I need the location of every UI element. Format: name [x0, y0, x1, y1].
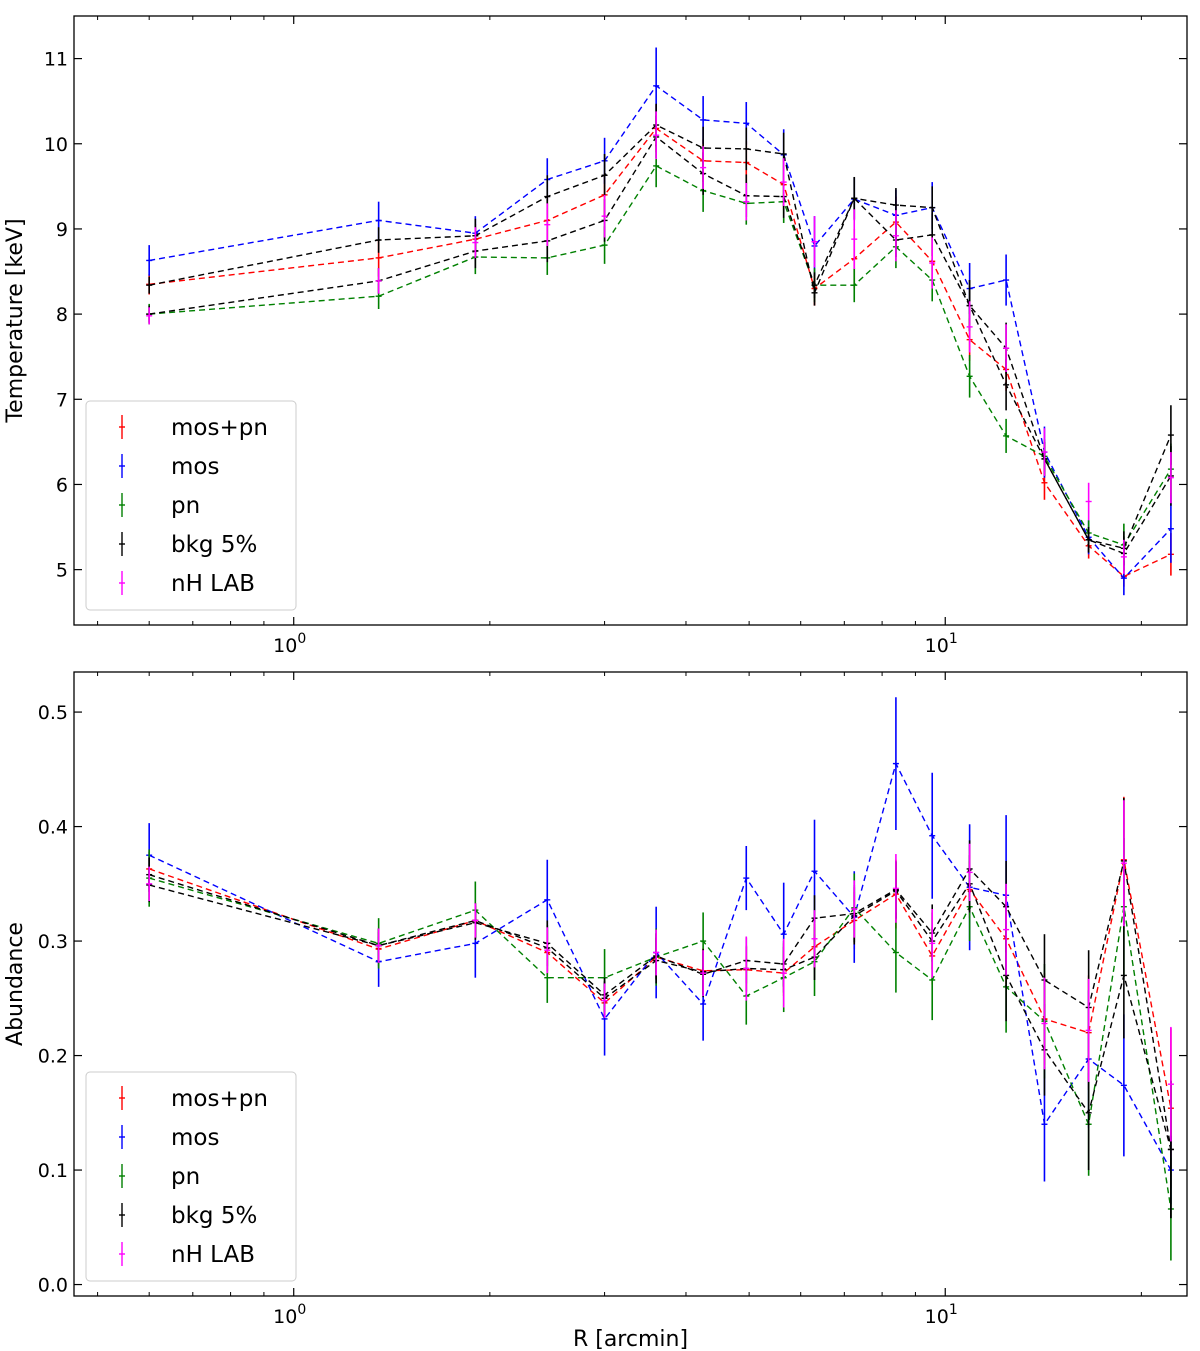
temperature-legend-label: pn [171, 493, 200, 519]
temperature-series-line [149, 164, 1172, 546]
abundance-ytick-label: 0.2 [38, 1046, 68, 1068]
temperature-ytick-label: 5 [56, 560, 68, 582]
temperature-axes-frame [73, 15, 1188, 626]
temperature-xtick-label: 101 [925, 631, 958, 657]
temperature-legend: mos+pn mos pn bkg 5% nH LAB [85, 400, 297, 611]
temperature-series-5 [146, 111, 1174, 574]
temperature-series-3 [146, 103, 1174, 566]
abundance-series-line [148, 761, 1172, 1171]
temperature-ytick-label: 6 [56, 474, 68, 496]
abundance-legend: mos+pn mos pn bkg 5% nH LAB [85, 1071, 297, 1282]
temperature-series-2 [146, 144, 1174, 567]
temperature-series-1 [146, 47, 1174, 596]
abundance-ytick-label: 0.5 [38, 702, 68, 724]
temperature-legend-label: nH LAB [171, 571, 255, 597]
abundance-ylabel: Abundance [3, 922, 28, 1046]
temperature-xtick-label: 100 [273, 631, 306, 657]
abundance-series-0 [146, 796, 1174, 1189]
temperature-legend-label: mos+pn [171, 415, 268, 441]
temperature-series-line [149, 127, 1172, 578]
temperature-legend-label: bkg 5% [171, 532, 257, 558]
abundance-series-4 [146, 855, 1174, 1219]
temperature-ytick-label: 7 [56, 389, 68, 411]
abundance-xtick-label: 100 [273, 1302, 306, 1328]
temperature-series-0 [146, 104, 1174, 587]
abundance-legend-label: mos+pn [171, 1086, 268, 1112]
temperature-series-line [149, 124, 1172, 550]
abundance-legend-label: bkg 5% [171, 1203, 257, 1229]
abundance-xlabel: R [arcmin] [573, 1327, 688, 1351]
temperature-legend-label: mos [171, 454, 219, 480]
abundance-legend-label: pn [171, 1164, 200, 1190]
abundance-xtick-label: 101 [925, 1302, 958, 1328]
temperature-ytick-label: 9 [56, 219, 68, 241]
abundance-series-2 [146, 838, 1174, 1261]
abundance-series-line [148, 859, 1172, 1109]
abundance-legend-box [85, 1071, 297, 1282]
temperature-ytick-label: 11 [44, 49, 68, 71]
abundance-chart: 0.0 0.1 0.2 0.3 0.4 0.5 100 101 Abundance R [arcm… [3, 671, 1188, 1351]
temperature-ytick-label: 8 [56, 304, 68, 326]
abundance-ytick-label: 0.0 [38, 1275, 68, 1297]
abundance-series-5 [146, 800, 1174, 1142]
abundance-ytick-label: 0.3 [38, 931, 68, 953]
abundance-legend-label: nH LAB [171, 1242, 255, 1268]
temperature-series-line [149, 135, 1172, 555]
abundance-ytick-label: 0.4 [38, 817, 68, 839]
temperature-ylabel: Temperature [keV] [3, 218, 28, 423]
temperature-series-line [149, 84, 1172, 580]
abundance-series-1 [146, 697, 1174, 1205]
abundance-series-line [149, 882, 1172, 1150]
temperature-ytick-label: 10 [44, 134, 68, 156]
temperature-legend-box [85, 400, 297, 611]
abundance-series-line [148, 860, 1172, 1150]
abundance-ytick-label: 0.1 [38, 1160, 68, 1182]
abundance-axes-frame [73, 671, 1188, 1297]
abundance-legend-label: mos [171, 1125, 219, 1151]
abundance-series-3 [146, 797, 1174, 1219]
